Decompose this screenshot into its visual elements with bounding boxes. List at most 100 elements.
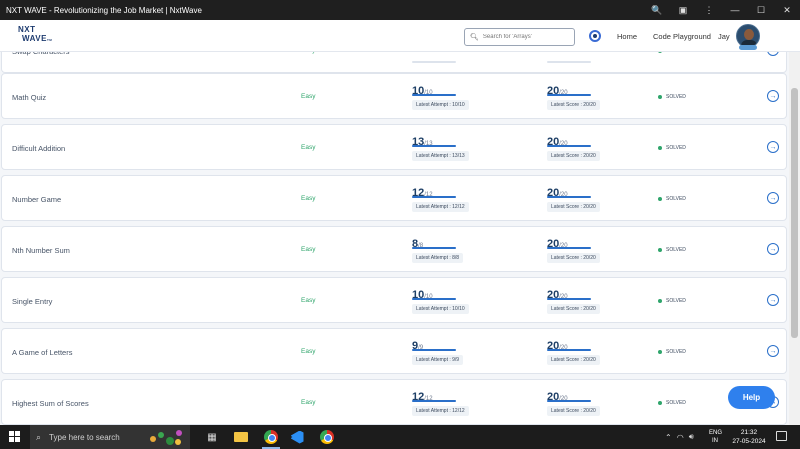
latest-attempt-badge: Latest Attempt : 9/9 [412, 355, 464, 365]
user-name[interactable]: Jay [718, 32, 730, 41]
attempt-progress-bar [412, 247, 456, 249]
question-card[interactable]: Swap Characters Easy NOT ATTEMPTED → [1, 52, 787, 73]
windows-start-icon[interactable] [9, 431, 20, 442]
attempt-progress-bar [412, 94, 456, 96]
app-header: NXT WAVETM 🔍︎ Home Code Playground Jay [0, 20, 800, 52]
open-question-arrow-icon[interactable]: → [767, 192, 779, 204]
score-total: /20 [559, 243, 568, 249]
attempt-progress-fill [412, 349, 456, 351]
network-icon[interactable]: ◠ [676, 432, 684, 442]
question-name[interactable]: Difficult Addition [12, 144, 66, 153]
attempt-count: 8/8 [412, 234, 423, 252]
difficulty-label: Easy [301, 399, 316, 406]
taskbar-search-placeholder: Type here to search [49, 432, 120, 442]
latest-attempt-badge: Latest Attempt : 12/12 [412, 406, 469, 416]
status-badge: NOT ATTEMPTED [658, 52, 707, 54]
volume-icon[interactable]: 🔊︎ [688, 432, 694, 441]
question-card[interactable]: Highest Sum of Scores Easy 12/12 Latest Att… [1, 379, 787, 425]
avatar[interactable] [736, 24, 760, 48]
attempt-count: 13/13 [412, 132, 433, 150]
page-scrollbar[interactable] [789, 52, 800, 425]
latest-attempt-badge: Latest Attempt : 13/13 [412, 151, 469, 161]
score-total: /20 [559, 192, 568, 198]
question-card[interactable]: Single Entry Easy 10/10 Latest Attempt : 10… [1, 277, 787, 323]
help-button[interactable]: Help [728, 386, 775, 409]
open-question-arrow-icon[interactable]: → [767, 90, 779, 102]
difficulty-label: Easy [301, 52, 315, 54]
open-question-arrow-icon[interactable]: → [767, 345, 779, 357]
question-name[interactable]: A Game of Letters [12, 348, 73, 357]
chevron-up-icon[interactable]: ⌃ [665, 432, 672, 442]
question-name[interactable]: Math Quiz [12, 93, 47, 102]
attempt-progress-bar [412, 349, 456, 351]
task-view-icon[interactable]: ▦ [207, 431, 217, 443]
question-name[interactable]: Number Game [12, 195, 62, 204]
difficulty-label: Easy [301, 348, 316, 355]
attempt-total: /12 [424, 396, 433, 402]
streak-icon[interactable] [589, 30, 601, 42]
attempt-count: 10/10 [412, 285, 433, 303]
question-name[interactable]: Single Entry [12, 297, 53, 306]
status-text: SOLVED [666, 196, 686, 202]
nxtwave-logo[interactable]: NXT WAVETM [18, 25, 58, 47]
question-card[interactable]: Difficult Addition Easy 13/13 Latest Attemp… [1, 124, 787, 170]
attempt-total: /12 [424, 192, 433, 198]
language-code: ENG [709, 430, 723, 436]
extensions-icon[interactable]: ▣ [678, 4, 688, 15]
chrome-icon[interactable] [319, 429, 335, 445]
attempt-progress-fill [412, 94, 456, 96]
open-question-arrow-icon[interactable]: → [767, 243, 779, 255]
open-question-arrow-icon[interactable]: → [767, 141, 779, 153]
maximize-button[interactable]: ☐ [756, 4, 766, 15]
clock-date: 27-05-2024 [732, 438, 766, 445]
file-explorer-icon[interactable] [233, 429, 249, 445]
latest-score-badge: Latest Score : 20/20 [547, 151, 600, 161]
nav-code-playground-link[interactable]: Code Playground [653, 32, 711, 41]
nav-home-link[interactable]: Home [617, 32, 638, 41]
question-name[interactable]: Highest Sum of Scores [12, 399, 89, 408]
chrome-profile-icon[interactable] [263, 429, 279, 445]
status-text: SOLVED [666, 298, 686, 304]
attempt-total: /9 [418, 345, 424, 351]
attempt-count: 12/12 [412, 183, 433, 201]
attempt-count: 10/10 [412, 81, 433, 99]
status-dot [658, 52, 662, 53]
open-question-arrow-icon[interactable]: → [767, 52, 779, 56]
taskbar-clock[interactable]: 21:32 27-05-2024 [730, 428, 768, 446]
score-count: 20/20 [547, 183, 568, 201]
zoom-icon[interactable]: 🔍 [651, 4, 663, 15]
latest-attempt-badge: Latest Attempt : 10/10 [412, 304, 469, 314]
logo-line2: WAVE [22, 34, 47, 43]
question-name[interactable]: Swap Characters [12, 52, 70, 56]
language-indicator[interactable]: ENG IN [709, 429, 722, 445]
close-button[interactable]: ✕ [783, 4, 791, 15]
status-badge: SOLVED [658, 145, 686, 151]
score-progress-fill [547, 196, 591, 198]
search-box[interactable]: 🔍︎ [464, 28, 575, 46]
taskbar-search[interactable]: ⌕ Type here to search [30, 425, 190, 449]
scrollbar-thumb[interactable] [791, 88, 798, 338]
status-badge: SOLVED [658, 196, 686, 202]
question-card[interactable]: Math Quiz Easy 10/10 Latest Attempt : 10/10… [1, 73, 787, 119]
active-app-indicator [262, 447, 280, 449]
open-question-arrow-icon[interactable]: → [767, 294, 779, 306]
difficulty-label: Easy [301, 144, 316, 151]
status-badge: SOLVED [658, 298, 686, 304]
question-name[interactable]: Nth Number Sum [12, 246, 70, 255]
vscode-icon[interactable] [289, 429, 305, 445]
question-card[interactable]: Nth Number Sum Easy 8/8 Latest Attempt : 8/… [1, 226, 787, 272]
status-dot [658, 299, 662, 303]
search-input[interactable] [482, 34, 573, 40]
minimize-button[interactable]: — [730, 5, 740, 15]
question-card[interactable]: A Game of Letters Easy 9/9 Latest Attempt :… [1, 328, 787, 374]
attempt-count: 9/9 [412, 336, 423, 354]
attempt-value: 9 [412, 340, 419, 352]
status-dot [658, 350, 662, 354]
status-badge: SOLVED [658, 400, 686, 406]
status-dot [658, 248, 662, 252]
notifications-icon[interactable] [776, 431, 787, 441]
browser-title-bar: NXT WAVE - Revolutionizing the Job Marke… [0, 0, 800, 20]
question-card[interactable]: Number Game Easy 12/12 Latest Attempt : 12/… [1, 175, 787, 221]
status-badge: SOLVED [658, 247, 686, 253]
more-menu-icon[interactable]: ⋮ [704, 4, 714, 15]
